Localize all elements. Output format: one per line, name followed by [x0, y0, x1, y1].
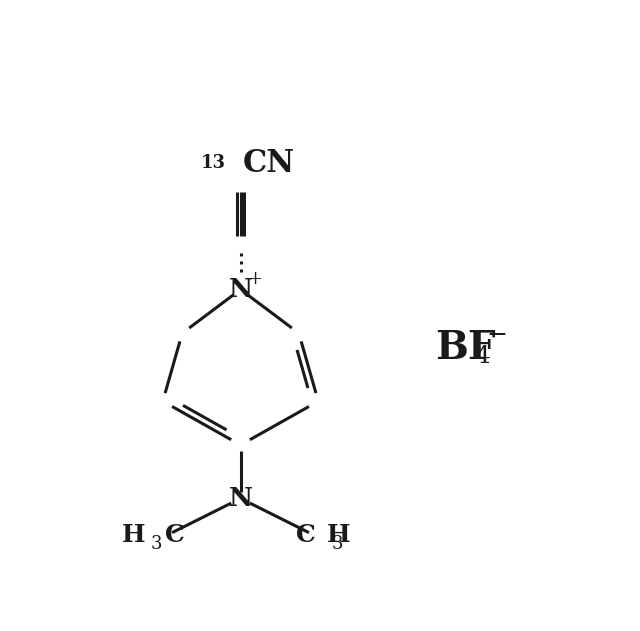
Text: 13: 13: [201, 154, 226, 172]
Text: 4: 4: [475, 345, 491, 368]
Text: H: H: [327, 523, 351, 547]
Text: N: N: [228, 486, 253, 511]
Text: CN: CN: [243, 148, 295, 179]
Text: 3: 3: [150, 535, 162, 553]
Text: N: N: [228, 277, 253, 302]
Text: −: −: [486, 324, 508, 347]
Text: BF: BF: [435, 329, 495, 367]
Text: C: C: [165, 523, 185, 547]
Text: C: C: [296, 523, 316, 547]
Text: +: +: [246, 270, 262, 288]
Text: H: H: [122, 523, 146, 547]
Text: 3: 3: [332, 535, 344, 553]
